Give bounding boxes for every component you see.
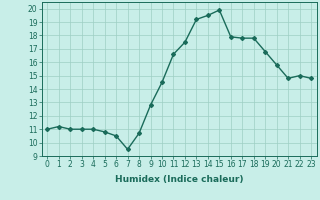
X-axis label: Humidex (Indice chaleur): Humidex (Indice chaleur) bbox=[115, 175, 244, 184]
